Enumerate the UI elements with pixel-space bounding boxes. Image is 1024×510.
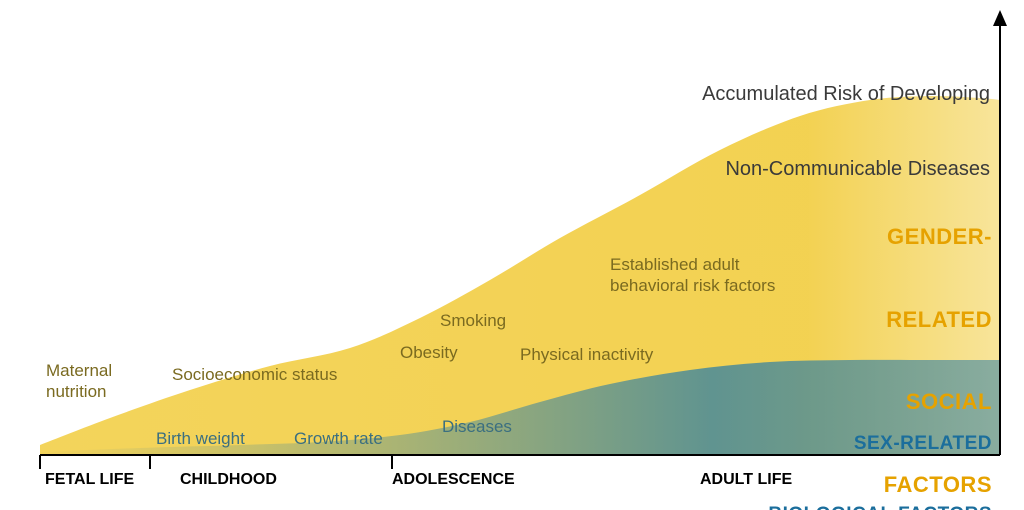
risk-label: Socioeconomic status	[172, 364, 337, 385]
life-stage-label: FETAL LIFE	[45, 470, 134, 490]
risk-label: Established adult behavioral risk factor…	[610, 254, 775, 297]
life-stage-label: ADULT LIFE	[700, 470, 792, 490]
risk-label: Diseases	[442, 416, 512, 437]
chart-title-line1: Accumulated Risk of Developing	[702, 82, 990, 107]
risk-label: Physical inactivity	[520, 344, 653, 365]
sex-factors-label: SEX-RELATED BIOLOGICAL FACTORS	[768, 384, 992, 510]
life-stage-label: ADOLESCENCE	[392, 470, 515, 490]
risk-label: Maternal nutrition	[46, 360, 112, 403]
risk-label: Growth rate	[294, 428, 383, 449]
life-course-risk-chart: Accumulated Risk of Developing Non-Commu…	[0, 0, 1024, 510]
risk-label: Smoking	[440, 310, 506, 331]
life-stage-label: CHILDHOOD	[180, 470, 277, 490]
risk-label: Birth weight	[156, 428, 245, 449]
risk-label: Obesity	[400, 342, 458, 363]
